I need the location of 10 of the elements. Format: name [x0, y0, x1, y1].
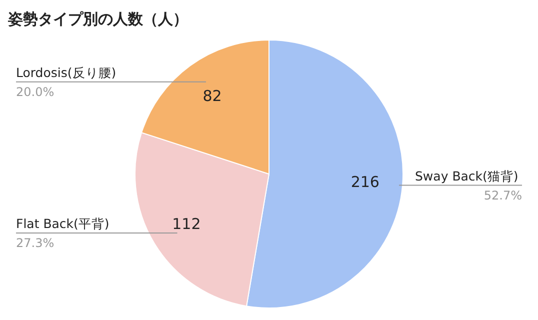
chart-title: 姿勢タイプ別の人数（人） — [8, 9, 189, 30]
slice-label: Sway Back(猫背) — [415, 168, 518, 184]
text: 52.7% — [484, 188, 522, 202]
data-label: 112 — [172, 214, 201, 233]
text: 27.3% — [16, 236, 54, 250]
slice-label: Lordosis(反り腰) — [16, 64, 116, 80]
slice-label: Flat Back(平背) — [16, 216, 110, 231]
data-label: 82 — [202, 86, 222, 105]
data-label: 216 — [350, 173, 380, 192]
text: 20.0% — [16, 84, 54, 99]
